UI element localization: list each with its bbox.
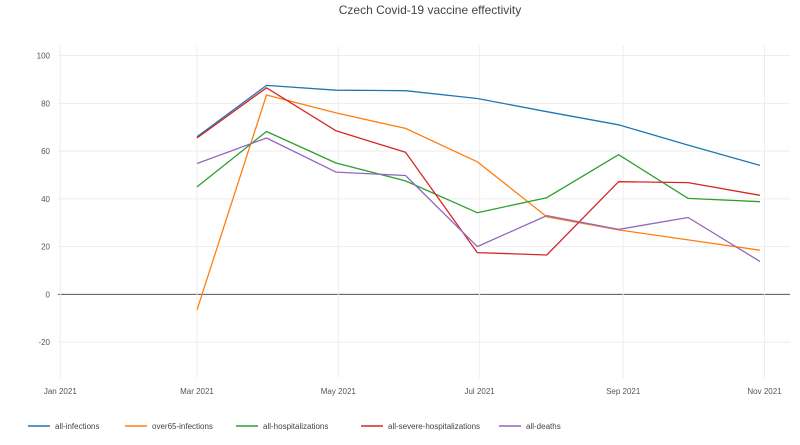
legend-label: all-infections: [55, 422, 99, 431]
legend-label: all-hospitalizations: [263, 422, 328, 431]
y-tick-label: 80: [41, 99, 50, 108]
legend-item-all-severe-hospitalizations[interactable]: all-severe-hospitalizations: [361, 422, 480, 431]
chart-title: Czech Covid-19 vaccine effectivity: [339, 3, 522, 17]
y-tick-label: -20: [38, 338, 50, 347]
legend-item-all-infections[interactable]: all-infections: [28, 422, 99, 431]
x-tick-label: Jan 2021: [44, 387, 77, 396]
legend-item-all-hospitalizations[interactable]: all-hospitalizations: [236, 422, 328, 431]
legend-item-over65-infections[interactable]: over65-infections: [125, 422, 213, 431]
legend-label: all-severe-hospitalizations: [388, 422, 480, 431]
x-tick-label: Mar 2021: [180, 387, 214, 396]
y-tick-label: 0: [46, 290, 51, 299]
x-tick-label: May 2021: [321, 387, 357, 396]
axis-ticks: -20 0 20 40 60 80 100 Jan 2021 Mar 2021 May 2021 J…: [37, 52, 783, 396]
y-tick-label: 100: [37, 52, 51, 61]
series-line-over65-infections: [196, 94, 760, 311]
legend[interactable]: all-infections over65-infections all-hospi…: [28, 422, 561, 431]
y-tick-label: 20: [41, 243, 50, 252]
grid: [58, 46, 790, 378]
x-tick-label: Sep 2021: [606, 387, 641, 396]
y-tick-label: 40: [41, 195, 50, 204]
legend-label: over65-infections: [152, 422, 213, 431]
x-tick-label: Jul 2021: [464, 387, 495, 396]
series-line-all-severe-hospitalizations: [196, 87, 761, 256]
legend-item-all-deaths[interactable]: all-deaths: [499, 422, 561, 431]
series-line-all-infections: [196, 84, 761, 167]
x-tick-label: Nov 2021: [747, 387, 782, 396]
series-line-all-deaths: [196, 137, 761, 262]
legend-label: all-deaths: [526, 422, 561, 431]
series-line-all-hospitalizations: [196, 130, 760, 214]
series-lines: [196, 84, 761, 311]
y-tick-label: 60: [41, 147, 50, 156]
